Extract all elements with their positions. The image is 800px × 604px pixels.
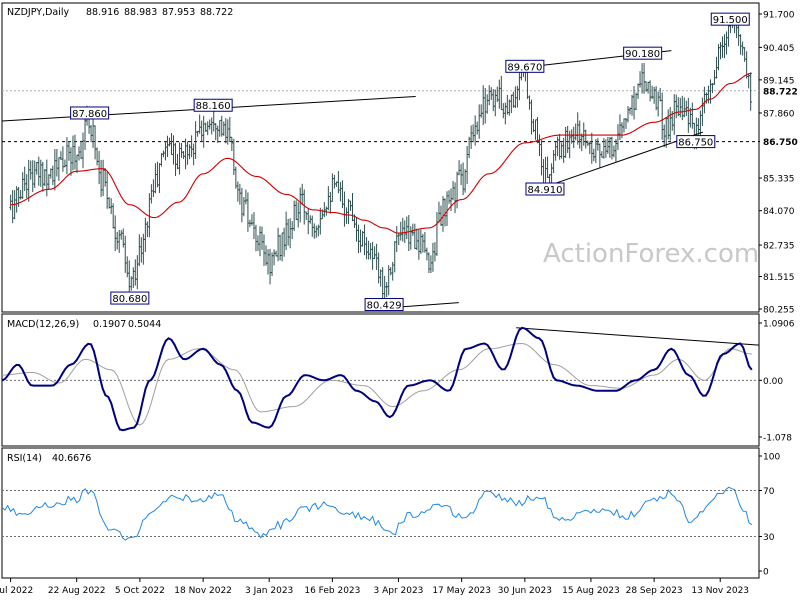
macd-y-tick: 0.00 xyxy=(763,377,783,387)
macd-y-tick: -1.078 xyxy=(763,434,792,444)
price-y-tick: 84.070 xyxy=(763,207,795,217)
price-annotation: 84.910 xyxy=(525,182,565,196)
price-annotation: 86.750 xyxy=(676,135,716,149)
ohlc-open: 88.916 xyxy=(86,7,119,18)
price-annotations: 87.860 88.160 80.680 80.429 89.670 90.180 84.9… xyxy=(70,12,750,312)
price-annotation-text: 90.180 xyxy=(625,49,660,60)
ohlc-high: 88.983 xyxy=(124,7,157,18)
price-annotation: 87.860 xyxy=(70,106,110,120)
price-annotation: 88.160 xyxy=(193,98,233,112)
price-annotation: 80.429 xyxy=(364,298,404,312)
ohlc-bar xyxy=(749,72,752,111)
rsi-y-tick: 70 xyxy=(763,487,775,497)
rsi-y-tick: 100 xyxy=(763,453,780,463)
last-price-tag: 88.722 xyxy=(763,87,798,97)
price-y-tick: 85.335 xyxy=(763,175,795,185)
x-tick-label: 3 Apr 2023 xyxy=(373,586,423,596)
price-y-tick: 87.860 xyxy=(763,109,795,119)
rsi-line-path xyxy=(1,486,753,541)
x-tick-label: 7 Jul 2022 xyxy=(0,586,33,596)
price-annotation-text: 80.680 xyxy=(112,294,147,305)
price-y-tick: 81.515 xyxy=(763,273,795,283)
axes: 91.700 90.405 89.145 87.860 86.750 85.335 84.0… xyxy=(0,11,798,596)
macd-line xyxy=(1,326,753,432)
price-y-tick: 82.735 xyxy=(763,242,795,252)
symbol-separator: , xyxy=(42,7,45,18)
rsi-y-tick: 0 xyxy=(763,568,769,578)
price-y-tick: 80.255 xyxy=(763,306,795,316)
support-tag-bg xyxy=(760,135,798,148)
support-tag: 86.750 xyxy=(763,138,798,148)
rsi-label: RSI(14) xyxy=(7,453,42,464)
price-panel-frame xyxy=(1,2,760,313)
ma-line xyxy=(10,72,752,234)
price-annotation-text: 80.429 xyxy=(367,301,402,312)
x-tick-label: 28 Sep 2023 xyxy=(626,586,683,596)
timeframe: Daily xyxy=(45,7,69,18)
price-annotation-text: 88.160 xyxy=(196,101,231,112)
x-tick-label: 18 Nov 2022 xyxy=(174,586,232,596)
symbol: NZDJPY xyxy=(7,7,42,18)
ohlc-low: 87.953 xyxy=(162,7,195,18)
macd-lines xyxy=(1,326,753,432)
x-tick-label: 13 Nov 2023 xyxy=(691,586,749,596)
price-annotation: 89.670 xyxy=(505,59,545,73)
price-y-tick: 90.405 xyxy=(763,44,795,54)
macd-trendline xyxy=(516,327,760,346)
price-bars xyxy=(9,13,752,305)
price-annotation: 90.180 xyxy=(623,46,663,60)
last-price-tag-bg xyxy=(760,84,798,97)
x-tick-label: 22 Aug 2022 xyxy=(48,586,106,596)
macd-signal-line xyxy=(1,342,752,426)
watermark: ActionForex.com xyxy=(543,239,759,269)
rsi-y-tick: 30 xyxy=(763,533,775,543)
x-tick-label: 30 Jun 2023 xyxy=(498,586,552,596)
price-annotation-text: 86.750 xyxy=(678,138,713,149)
x-tick-label: 5 Oct 2022 xyxy=(115,586,165,596)
moving-average xyxy=(10,72,752,234)
x-tick-label: 17 May 2023 xyxy=(432,586,491,596)
price-y-tick: 89.145 xyxy=(763,76,795,86)
rsi-panel-frame xyxy=(1,447,760,579)
macd-value: 0.1907 xyxy=(93,319,126,330)
price-annotation: 91.500 xyxy=(710,12,750,26)
price-y-tick: 91.700 xyxy=(763,11,795,21)
macd-y-tick: 1.0906 xyxy=(763,320,795,330)
x-tick-label: 3 Jan 2023 xyxy=(245,586,293,596)
rsi-value: 40.6676 xyxy=(52,453,91,464)
price-annotation-text: 84.910 xyxy=(527,185,562,196)
dotted-levels xyxy=(2,90,759,537)
price-annotation-text: 91.500 xyxy=(713,15,748,26)
macd-label: MACD(12,26,9) xyxy=(7,319,79,330)
price-annotation-text: 87.860 xyxy=(72,109,107,120)
ohlc-close: 88.722 xyxy=(200,7,233,18)
x-tick-label: 16 Feb 2023 xyxy=(304,586,360,596)
price-symbol-label: NZDJPY,Daily xyxy=(7,7,70,18)
rsi-line xyxy=(1,486,753,541)
macd-signal-value: 0.5044 xyxy=(128,319,161,330)
price-annotation: 80.680 xyxy=(110,291,150,305)
price-annotation-text: 89.670 xyxy=(507,62,542,73)
x-tick-label: 15 Aug 2023 xyxy=(562,586,620,596)
